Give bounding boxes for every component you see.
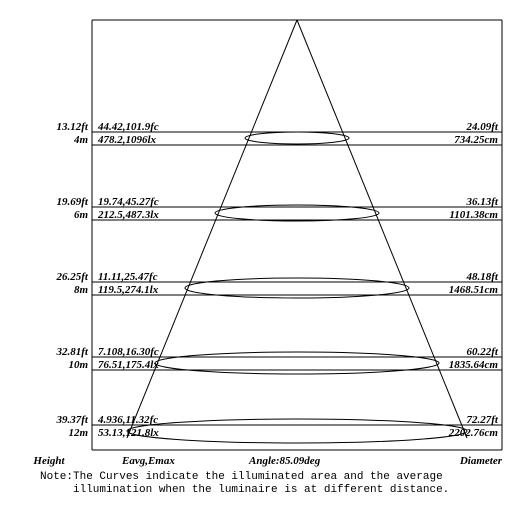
diam-ft-0: 24.09ft [422, 121, 498, 133]
diam-cm-2: 1468.51cm [422, 284, 498, 296]
diam-ft-1: 36.13ft [422, 196, 498, 208]
axis-eavg: Eavg,Emax [122, 455, 175, 467]
eavg-fc-0: 44.42,101.9fc [98, 121, 159, 133]
height-m-0: 4m [10, 134, 88, 146]
height-m-3: 10m [10, 359, 88, 371]
note-line-1: Note:The Curves indicate the illuminated… [40, 471, 443, 483]
height-ft-2: 26.25ft [10, 271, 88, 283]
eavg-fc-4: 4.936,11.32fc [98, 414, 158, 426]
height-m-2: 8m [10, 284, 88, 296]
diam-cm-1: 1101.38cm [422, 209, 498, 221]
eavg-fc-2: 11.11,25.47fc [98, 271, 158, 283]
height-ft-1: 19.69ft [10, 196, 88, 208]
diam-cm-0: 734.25cm [422, 134, 498, 146]
height-ft-3: 32.81ft [10, 346, 88, 358]
axis-diameter: Diameter [432, 455, 502, 467]
diam-ft-2: 48.18ft [422, 271, 498, 283]
beam-diagram: 13.12ft4m 44.42,101.9fc478.2,1096lx 24.09f… [10, 10, 515, 505]
eavg-lx-2: 119.5,274.1lx [98, 284, 158, 296]
eavg-fc-3: 7.108,16.30fc [98, 346, 159, 358]
diam-ft-4: 72.27ft [422, 414, 498, 426]
note-line-2: illumination when the luminaire is at di… [40, 484, 449, 496]
axis-angle: Angle:85.09deg [249, 455, 320, 467]
height-ft-0: 13.12ft [10, 121, 88, 133]
axis-height: Height [10, 455, 88, 467]
eavg-lx-4: 53.13,121.8lx [98, 427, 159, 439]
eavg-lx-0: 478.2,1096lx [98, 134, 156, 146]
height-ft-4: 39.37ft [10, 414, 88, 426]
eavg-lx-1: 212.5,487.3lx [98, 209, 159, 221]
eavg-fc-1: 19.74,45.27fc [98, 196, 159, 208]
diam-cm-4: 2202.76cm [422, 427, 498, 439]
height-m-1: 6m [10, 209, 88, 221]
diam-cm-3: 1835.64cm [422, 359, 498, 371]
eavg-lx-3: 76.51,175.4lx [98, 359, 159, 371]
diam-ft-3: 60.22ft [422, 346, 498, 358]
height-m-4: 12m [10, 427, 88, 439]
